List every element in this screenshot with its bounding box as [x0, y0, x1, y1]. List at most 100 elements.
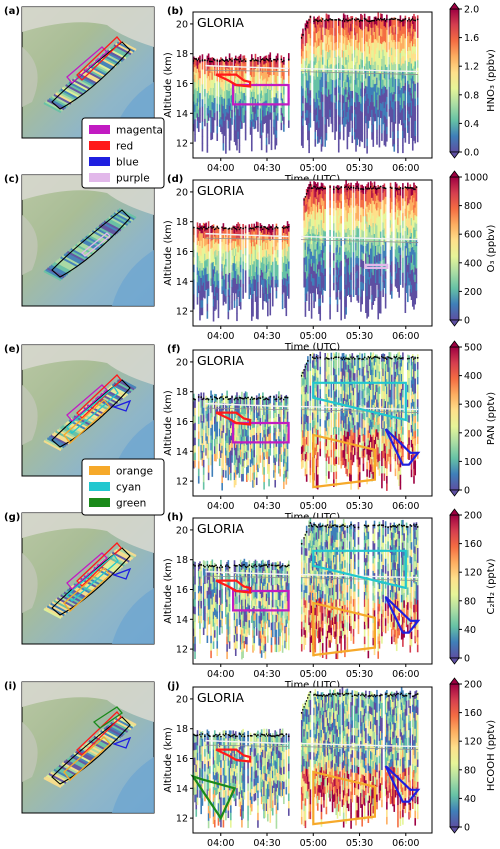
- data-cell: [409, 35, 412, 44]
- data-cell: [241, 83, 243, 92]
- data-cell: [211, 424, 214, 433]
- data-cell: [310, 206, 313, 215]
- data-cell: [416, 59, 419, 68]
- data-cell: [254, 68, 257, 77]
- data-cell: [193, 294, 195, 302]
- data-cell: [253, 76, 256, 85]
- data-cell: [268, 253, 270, 262]
- data-cell: [384, 248, 387, 257]
- data-cell: [393, 114, 396, 122]
- data-cell: [341, 94, 344, 103]
- data-cell: [232, 285, 235, 293]
- data-cell: [320, 128, 323, 137]
- data-cell: [379, 102, 382, 111]
- data-cell: [373, 68, 376, 77]
- data-cell: [313, 90, 315, 99]
- data-cell: [270, 272, 273, 281]
- data-cell: [353, 79, 356, 88]
- data-cell: [414, 38, 417, 47]
- data-cell: [234, 285, 237, 294]
- data-cell: [388, 93, 391, 102]
- data-cell: [193, 234, 195, 243]
- data-cell: [337, 137, 340, 146]
- data-cell: [347, 84, 350, 93]
- data-cell: [284, 300, 286, 309]
- data-cell: [213, 303, 216, 311]
- data-cell: [267, 66, 269, 74]
- data-cell: [393, 54, 396, 63]
- data-cell: [257, 274, 259, 283]
- data-cell: [200, 300, 203, 308]
- data-cell: [307, 132, 309, 141]
- data-cell: [271, 291, 274, 299]
- map-region-red: [76, 36, 122, 81]
- data-cell: [394, 86, 397, 94]
- data-cell: [324, 216, 326, 224]
- data-cell: [308, 70, 310, 79]
- data-cell: [193, 279, 195, 288]
- data-cell: [216, 292, 219, 301]
- data-cell: [207, 251, 210, 259]
- data-cell: [402, 145, 404, 154]
- data-cell: [305, 218, 308, 227]
- data-cell: [233, 119, 236, 128]
- data-cell: [365, 18, 367, 27]
- data-cell: [388, 64, 391, 72]
- data-cell: [384, 226, 387, 235]
- data-cell: [302, 88, 304, 96]
- data-cell: [351, 112, 354, 121]
- data-cell: [358, 49, 361, 58]
- data-cell: [197, 94, 200, 103]
- data-cell: [200, 262, 203, 271]
- data-cell: [363, 73, 366, 82]
- data-cell: [302, 36, 304, 44]
- data-cell: [389, 48, 392, 56]
- data-cell: [308, 55, 310, 64]
- data-cell: [363, 13, 366, 22]
- data-cell: [308, 191, 310, 200]
- data-cell: [331, 49, 334, 58]
- data-cell: [225, 258, 227, 267]
- x-tick-label: 05:00: [300, 163, 327, 174]
- data-cell: [280, 424, 283, 433]
- data-cell: [324, 79, 326, 88]
- data-cell: [255, 296, 258, 304]
- y-axis-label: Altitude (km): [163, 220, 174, 286]
- data-cell: [384, 256, 387, 264]
- data-cell: [216, 451, 219, 459]
- data-cell: [304, 82, 307, 91]
- data-cell: [351, 45, 354, 54]
- data-cell: [374, 68, 377, 77]
- data-cell: [334, 80, 336, 88]
- data-cell: [329, 27, 331, 36]
- data-cell: [307, 50, 309, 59]
- data-cell: [221, 96, 223, 105]
- data-cell: [333, 237, 335, 246]
- data-cell: [264, 256, 267, 265]
- data-cell: [202, 414, 205, 423]
- data-cell: [368, 90, 371, 99]
- data-cell: [215, 286, 217, 295]
- data-cell: [379, 110, 382, 118]
- data-cell: [390, 92, 393, 100]
- aircraft-altitude-point: [194, 398, 196, 401]
- data-cell: [243, 92, 246, 101]
- data-cell: [275, 92, 278, 101]
- aircraft-altitude-point: [200, 396, 203, 398]
- data-cell: [281, 60, 284, 69]
- data-cell: [350, 53, 352, 62]
- data-cell: [367, 90, 370, 99]
- data-cell: [236, 253, 238, 262]
- data-cell: [411, 68, 414, 77]
- data-cell: [195, 72, 198, 81]
- data-cell: [333, 267, 335, 276]
- data-cell: [399, 239, 402, 248]
- data-cell: [211, 416, 214, 425]
- data-cell: [349, 72, 351, 80]
- data-cell: [196, 98, 199, 106]
- data-cell: [315, 250, 318, 259]
- aircraft-altitude-point: [253, 397, 256, 400]
- colorbar-tick-label: 1000: [464, 173, 488, 184]
- data-cell: [233, 89, 236, 98]
- data-cell: [213, 243, 216, 252]
